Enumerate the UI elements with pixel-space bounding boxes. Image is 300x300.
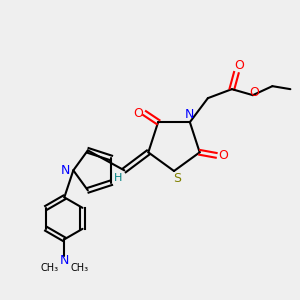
Text: CH₃: CH₃ (40, 263, 58, 273)
Text: CH₃: CH₃ (70, 263, 88, 273)
Text: H: H (114, 173, 122, 183)
Text: O: O (249, 86, 259, 99)
Text: S: S (173, 172, 181, 185)
Text: O: O (234, 59, 244, 72)
Text: N: N (185, 108, 195, 121)
Text: N: N (60, 254, 69, 267)
Text: N: N (61, 164, 70, 177)
Text: O: O (133, 107, 143, 120)
Text: O: O (218, 149, 228, 162)
